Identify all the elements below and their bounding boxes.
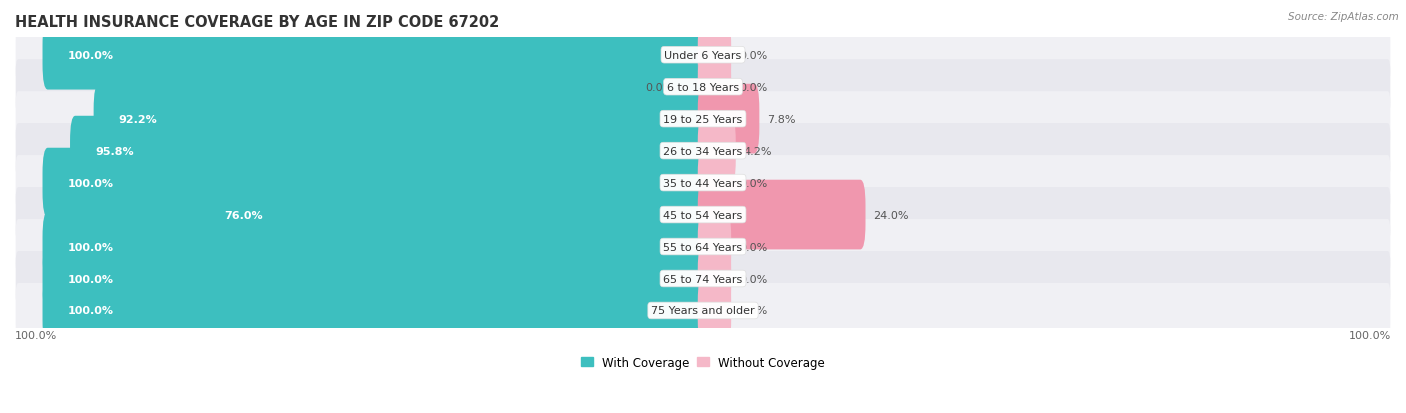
Text: 76.0%: 76.0%	[225, 210, 263, 220]
Text: 95.8%: 95.8%	[96, 146, 134, 156]
FancyBboxPatch shape	[15, 60, 1391, 115]
Text: 35 to 44 Years: 35 to 44 Years	[664, 178, 742, 188]
Text: 100.0%: 100.0%	[67, 274, 114, 284]
Text: 100.0%: 100.0%	[67, 306, 114, 316]
FancyBboxPatch shape	[697, 148, 731, 218]
FancyBboxPatch shape	[15, 156, 1391, 211]
Text: 100.0%: 100.0%	[67, 242, 114, 252]
FancyBboxPatch shape	[15, 219, 1391, 274]
FancyBboxPatch shape	[697, 244, 731, 313]
FancyBboxPatch shape	[94, 85, 709, 154]
FancyBboxPatch shape	[697, 53, 731, 122]
Text: HEALTH INSURANCE COVERAGE BY AGE IN ZIP CODE 67202: HEALTH INSURANCE COVERAGE BY AGE IN ZIP …	[15, 15, 499, 30]
FancyBboxPatch shape	[15, 124, 1391, 179]
Text: 24.0%: 24.0%	[873, 210, 908, 220]
FancyBboxPatch shape	[15, 92, 1391, 147]
Text: 0.0%: 0.0%	[740, 306, 768, 316]
FancyBboxPatch shape	[70, 116, 709, 186]
Text: 75 Years and older: 75 Years and older	[651, 306, 755, 316]
FancyBboxPatch shape	[697, 212, 731, 282]
Text: 55 to 64 Years: 55 to 64 Years	[664, 242, 742, 252]
Text: 100.0%: 100.0%	[67, 178, 114, 188]
Text: 100.0%: 100.0%	[67, 50, 114, 61]
Text: 26 to 34 Years: 26 to 34 Years	[664, 146, 742, 156]
FancyBboxPatch shape	[15, 188, 1391, 242]
Text: 0.0%: 0.0%	[740, 274, 768, 284]
Text: 0.0%: 0.0%	[740, 83, 768, 93]
Text: 100.0%: 100.0%	[15, 330, 58, 340]
Text: 65 to 74 Years: 65 to 74 Years	[664, 274, 742, 284]
Legend: With Coverage, Without Coverage: With Coverage, Without Coverage	[581, 356, 825, 369]
FancyBboxPatch shape	[15, 252, 1391, 306]
FancyBboxPatch shape	[42, 212, 709, 282]
Text: 0.0%: 0.0%	[740, 50, 768, 61]
Text: 45 to 54 Years: 45 to 54 Years	[664, 210, 742, 220]
FancyBboxPatch shape	[200, 180, 709, 250]
Text: Under 6 Years: Under 6 Years	[665, 50, 741, 61]
Text: 92.2%: 92.2%	[118, 114, 157, 124]
Text: 4.2%: 4.2%	[744, 146, 772, 156]
Text: 19 to 25 Years: 19 to 25 Years	[664, 114, 742, 124]
FancyBboxPatch shape	[697, 21, 731, 90]
FancyBboxPatch shape	[42, 244, 709, 313]
FancyBboxPatch shape	[15, 28, 1391, 83]
Text: 0.0%: 0.0%	[645, 83, 673, 93]
FancyBboxPatch shape	[697, 85, 759, 154]
Text: 6 to 18 Years: 6 to 18 Years	[666, 83, 740, 93]
Text: 100.0%: 100.0%	[1348, 330, 1391, 340]
Text: 7.8%: 7.8%	[768, 114, 796, 124]
FancyBboxPatch shape	[15, 283, 1391, 338]
FancyBboxPatch shape	[697, 116, 735, 186]
Text: Source: ZipAtlas.com: Source: ZipAtlas.com	[1288, 12, 1399, 22]
FancyBboxPatch shape	[42, 276, 709, 346]
FancyBboxPatch shape	[42, 148, 709, 218]
FancyBboxPatch shape	[42, 21, 709, 90]
FancyBboxPatch shape	[697, 180, 866, 250]
Text: 0.0%: 0.0%	[740, 242, 768, 252]
Text: 0.0%: 0.0%	[740, 178, 768, 188]
FancyBboxPatch shape	[678, 65, 706, 109]
FancyBboxPatch shape	[697, 276, 731, 346]
